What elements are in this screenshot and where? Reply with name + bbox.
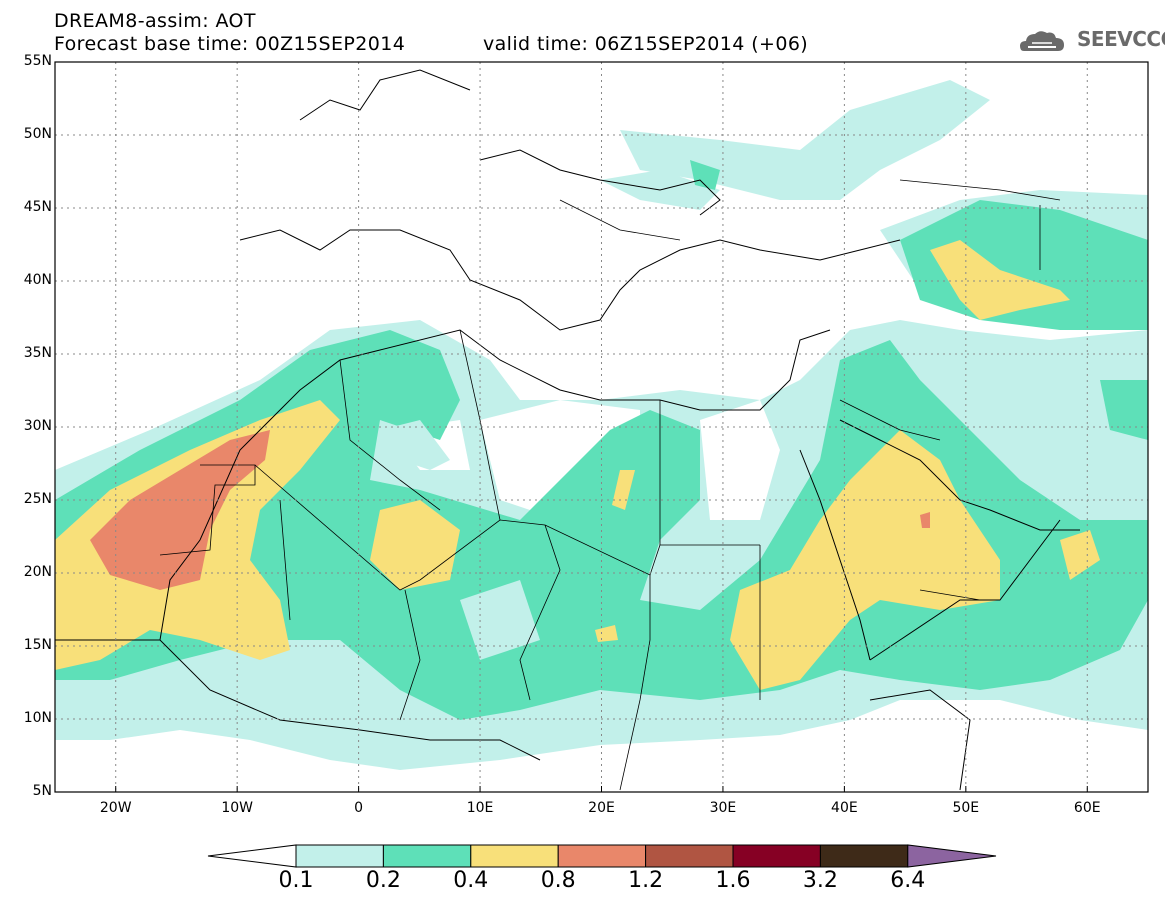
logo-text: SEEVCCC — [1077, 27, 1165, 51]
colorbar-level-label: 3.2 — [802, 868, 838, 893]
colorbar-over-arrow — [907, 844, 997, 868]
lat-label: 30N — [23, 418, 52, 434]
colorbar-box — [732, 844, 821, 868]
forecast-base-time: Forecast base time: 00Z15SEP2014 — [54, 33, 406, 55]
aot-level-0.8 — [90, 430, 930, 590]
lat-label: 50N — [23, 126, 52, 142]
lat-label: 5N — [32, 783, 52, 799]
colorbar-box — [645, 844, 734, 868]
lat-label: 20N — [23, 564, 52, 580]
colorbar-level-label: 1.2 — [628, 868, 664, 893]
lat-label: 10N — [23, 710, 52, 726]
colorbar-level-label: 0.1 — [278, 868, 314, 893]
colorbar-level-label: 0.2 — [365, 868, 401, 893]
map-title: DREAM8-assim: AOT — [54, 10, 256, 32]
colorbar-level-label: 0.4 — [453, 868, 489, 893]
lon-label: 0 — [354, 800, 364, 816]
map-grid — [55, 62, 1148, 792]
lon-label: 30E — [709, 800, 737, 816]
colorbar-level-label: 6.4 — [890, 868, 926, 893]
colorbar-box — [470, 844, 559, 868]
lat-label: 55N — [23, 53, 52, 69]
lon-label: 20E — [588, 800, 615, 816]
lon-label: 10E — [466, 800, 494, 816]
country-borders — [159, 179, 1061, 791]
lat-label: 15N — [23, 637, 52, 653]
cloud-icon — [1020, 31, 1064, 51]
lon-label: 40E — [831, 800, 858, 816]
valid-time: valid time: 06Z15SEP2014 (+06) — [483, 33, 809, 55]
colorbar-level-label: 0.8 — [540, 868, 576, 893]
lon-label: 10W — [221, 800, 253, 816]
lat-label: 45N — [23, 199, 52, 215]
colorbar-box — [382, 844, 472, 868]
colorbar-under-arrow — [207, 844, 297, 868]
lon-label: 20W — [99, 800, 132, 816]
lon-label: 60E — [1073, 800, 1101, 816]
lon-label: 50E — [952, 800, 980, 816]
lat-label: 40N — [23, 272, 52, 288]
colorbar-level-label: 1.6 — [715, 868, 751, 893]
colorbar — [207, 844, 997, 868]
lat-label: 25N — [23, 491, 52, 507]
colorbar-box — [295, 844, 384, 868]
colorbar-box — [819, 844, 909, 868]
lat-label: 35N — [23, 345, 52, 361]
colorbar-box — [557, 844, 647, 868]
